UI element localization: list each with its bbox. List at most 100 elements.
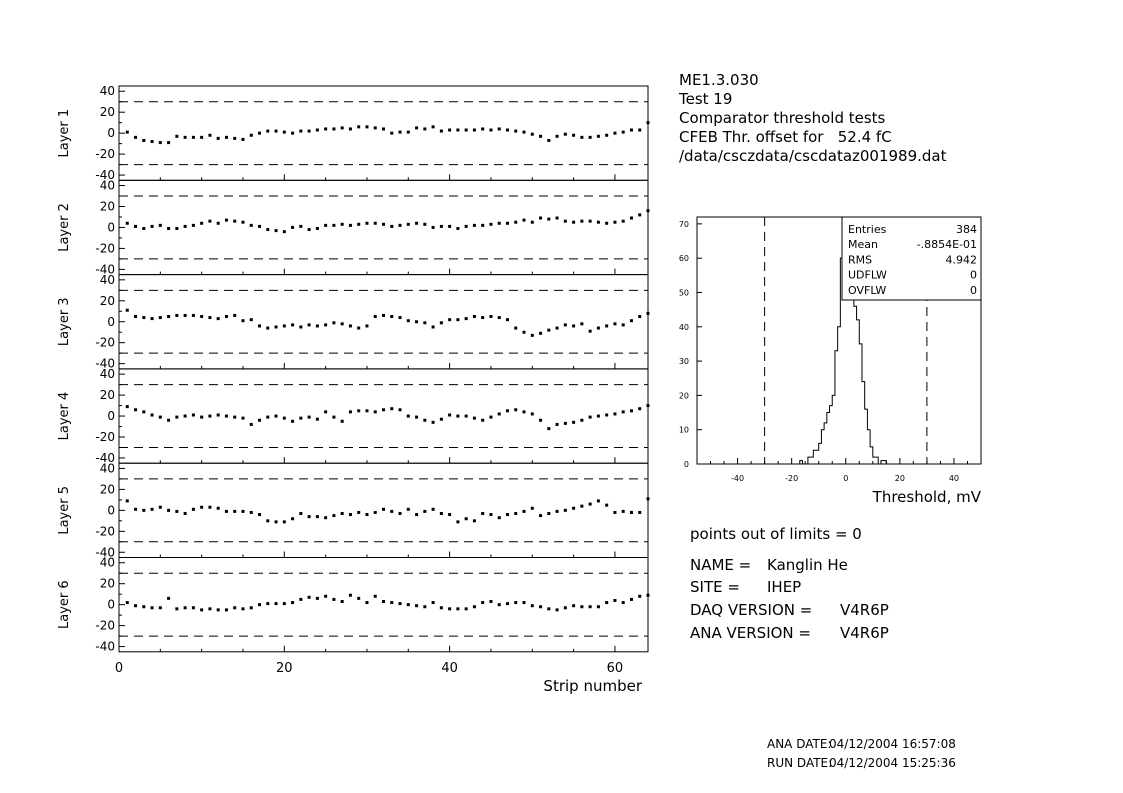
layer-3-point (596, 326, 600, 330)
layer-6-point (472, 605, 476, 609)
layer-5-point (464, 517, 468, 521)
layer-6-point (572, 604, 576, 608)
layer-3-point (332, 321, 336, 325)
layer-1-y-tick-label: -20 (95, 147, 115, 161)
layer-5-point (489, 513, 493, 517)
histogram-y-tick-label: 70 (679, 220, 689, 229)
layer-2-point (423, 222, 427, 226)
layer-5-point (596, 499, 600, 503)
layer-2-point (572, 220, 576, 224)
layer-4-point (282, 416, 286, 420)
layer-2-point (249, 223, 253, 227)
layer-3-point (547, 328, 551, 332)
layer-1-point (514, 129, 518, 133)
layer-4-point (613, 412, 617, 416)
layer-6-point (150, 606, 154, 610)
layer-4-point (183, 414, 187, 418)
layer-5-point (621, 509, 625, 513)
layer-4-point (249, 422, 253, 426)
layer-1-point (258, 131, 262, 135)
layer-1-point (208, 133, 212, 137)
layer-5-point (324, 516, 328, 520)
layer-3-point (431, 325, 435, 329)
layer-1-point (596, 134, 600, 138)
layer-5-point (266, 519, 270, 523)
daq-label: DAQ VERSION = (690, 601, 813, 619)
layer-2-point (200, 221, 204, 225)
layer-4-point (315, 417, 319, 421)
layer-6-point (646, 593, 650, 597)
layer-6-point (613, 598, 617, 602)
layer-6-point (382, 600, 385, 604)
layer-5-y-tick-label: 0 (107, 503, 115, 517)
layer-3-point (514, 326, 518, 330)
layer-3-point (382, 313, 385, 317)
layer-5-point (332, 514, 336, 518)
layer-2-point (167, 226, 171, 230)
layer-1-point (547, 138, 551, 142)
layer-4-point (134, 408, 138, 412)
layer-2-point (307, 228, 311, 232)
layer-3-point (134, 315, 138, 319)
layer-6-point (183, 606, 187, 610)
layer-3-point (555, 326, 559, 330)
layer-6-point (291, 601, 295, 605)
layer-6-y-tick-label: 0 (107, 598, 115, 612)
layer-3-point (191, 313, 195, 317)
layer-1-point (481, 127, 485, 131)
data-file-path: /data/csczdata/cscdataz001989.dat (679, 147, 947, 165)
layer-4-point (431, 420, 435, 424)
layer-5-point (200, 505, 204, 509)
layer-3-point (456, 318, 460, 322)
layer-3-point (324, 323, 328, 327)
layer-5-y-tick-label: 20 (100, 482, 115, 496)
name-row: NAME = Kanglin He (690, 556, 848, 574)
stats-udflw-value: 0 (970, 269, 977, 282)
layer-3-label: Layer 3 (57, 297, 72, 346)
layer-1-point (472, 128, 476, 132)
daq-row: DAQ VERSION = V4R6P (690, 601, 889, 619)
layer-2-point (216, 221, 220, 225)
layer-1-point (605, 133, 609, 137)
layer-5-point (547, 511, 551, 515)
layer-2-label: Layer 2 (57, 203, 72, 252)
layer-3-point (423, 321, 427, 325)
layer-1-point (398, 130, 402, 134)
layer-3-point (249, 318, 253, 322)
layer-3-point (142, 316, 146, 320)
name-value: Kanglin He (767, 556, 848, 574)
layer-1-point (191, 135, 195, 139)
layer-3-point (291, 323, 295, 327)
layer-3-y-tick-label: -40 (95, 357, 115, 371)
layer-1-frame (118, 85, 649, 181)
layer-1-point (580, 135, 584, 139)
layer-3-point (563, 323, 567, 327)
layer-2-point (638, 213, 642, 217)
layer-4-point (464, 414, 468, 418)
layer-6-point (563, 606, 567, 610)
layer-6-point (324, 594, 328, 598)
layer-1-point (175, 134, 179, 138)
layer-1-point (274, 129, 278, 133)
layer-6-y-tick-label: 20 (100, 577, 115, 591)
layer-3-point (464, 317, 468, 321)
layer-4-point (621, 410, 625, 414)
run-date-label: RUN DATE: (767, 756, 833, 770)
layer-2-frame (118, 179, 649, 276)
histogram-y-tick-label: 10 (679, 426, 689, 435)
layer-3-point (348, 324, 352, 328)
layer-4-point (216, 413, 220, 417)
layer-5-point (629, 510, 633, 514)
layer-1-point (489, 128, 493, 132)
layer-2-point (382, 222, 385, 226)
layer-5-point (158, 505, 162, 509)
layer-5-point (142, 508, 146, 512)
site-value: IHEP (767, 578, 802, 596)
layer-4-label: Layer 4 (57, 392, 72, 441)
layer-5-point (307, 515, 311, 519)
layer-2-point (547, 217, 551, 221)
layer-5-point (241, 509, 245, 513)
layer-5-point (572, 506, 576, 510)
layer-2-point (464, 224, 468, 228)
layer-2-point (158, 223, 162, 227)
